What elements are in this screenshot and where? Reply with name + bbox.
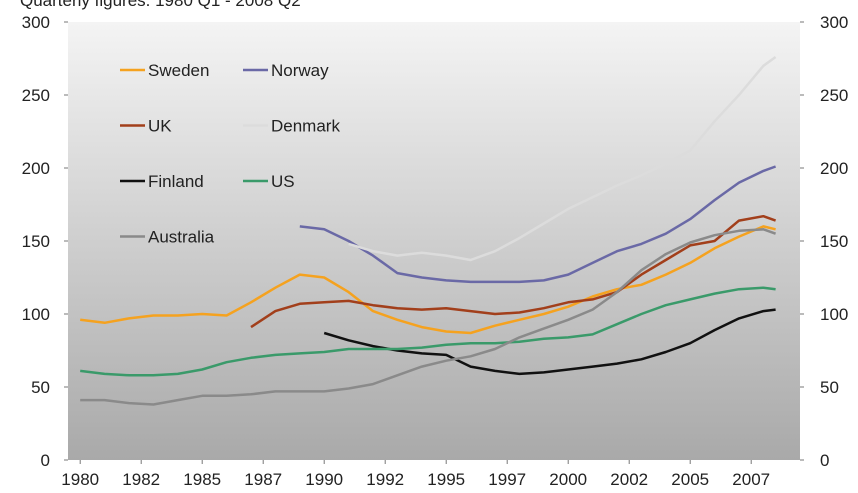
x-tick-label: 2007 (732, 470, 770, 489)
legend-label: Australia (148, 228, 215, 247)
plot-area (68, 22, 800, 460)
y2-tick-label: 250 (820, 86, 848, 105)
x-tick-label: 2000 (549, 470, 587, 489)
x-tick-label: 2002 (610, 470, 648, 489)
x-tick-label: 1992 (366, 470, 404, 489)
x-tick-label: 1987 (244, 470, 282, 489)
x-tick-label: 1995 (427, 470, 465, 489)
series-line (250, 214, 777, 329)
x-tick-label: 1980 (61, 470, 99, 489)
y-tick-label: 150 (22, 232, 50, 251)
y-tick-label: 300 (22, 13, 50, 32)
y-tick-label: 100 (22, 305, 50, 324)
legend-label: UK (148, 117, 172, 136)
y2-tick-label: 300 (820, 13, 848, 32)
series-line (348, 55, 777, 262)
y2-tick-label: 200 (820, 159, 848, 178)
series-line (80, 286, 776, 377)
x-tick-label: 2005 (671, 470, 709, 489)
y2-tick-label: 50 (820, 378, 839, 397)
y2-tick-label: 100 (820, 305, 848, 324)
series-line (80, 225, 776, 335)
y-tick-label: 250 (22, 86, 50, 105)
y2-tick-label: 0 (820, 451, 829, 470)
series-line (299, 165, 777, 284)
y-tick-label: 200 (22, 159, 50, 178)
x-tick-label: 1982 (122, 470, 160, 489)
legend-label: Finland (148, 172, 204, 191)
legend-label: Norway (271, 61, 329, 80)
x-tick-label: 1985 (183, 470, 221, 489)
series-line (323, 308, 776, 376)
series-line (80, 228, 777, 406)
y-tick-label: 50 (31, 378, 50, 397)
x-tick-label: 1990 (305, 470, 343, 489)
legend-label: Sweden (148, 61, 209, 80)
y2-tick-label: 150 (820, 232, 848, 251)
y-tick-label: 0 (41, 451, 50, 470)
chart-subtitle: Quarterly figures. 1980 Q1 - 2008 Q2 (20, 0, 301, 10)
legend-label: Denmark (271, 117, 340, 136)
x-tick-label: 1997 (488, 470, 526, 489)
legend-label: US (271, 172, 295, 191)
